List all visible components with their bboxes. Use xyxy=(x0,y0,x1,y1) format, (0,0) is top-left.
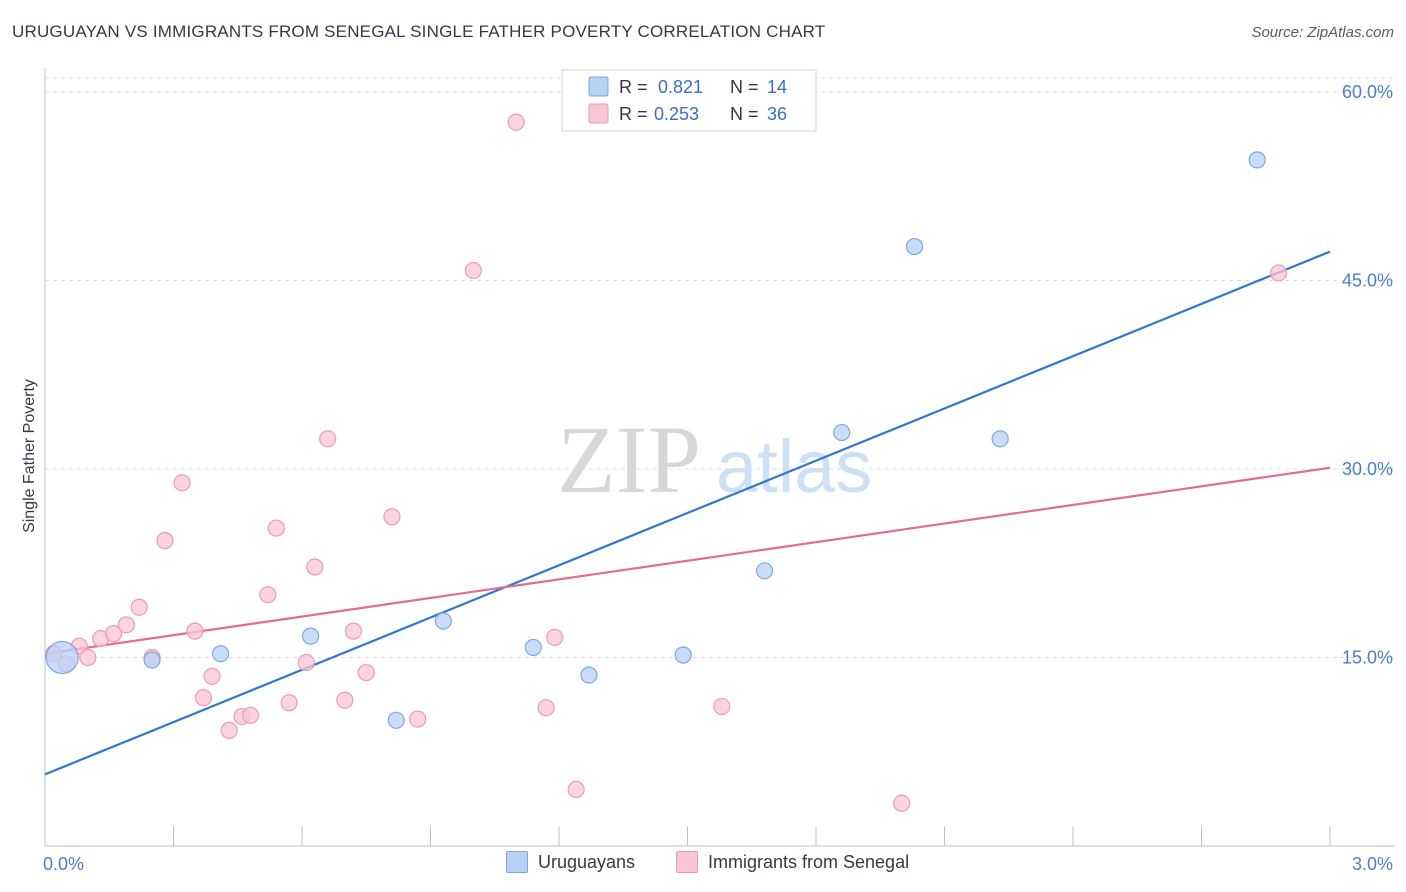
point-uruguayans xyxy=(1248,151,1266,169)
point-uruguayans xyxy=(905,237,924,256)
legend-swatch-uruguayans xyxy=(506,851,528,873)
point-senegal xyxy=(203,667,221,685)
chart-title: URUGUAYAN VS IMMIGRANTS FROM SENEGAL SIN… xyxy=(12,22,826,41)
point-senegal xyxy=(546,628,564,646)
point-senegal xyxy=(173,474,191,492)
point-senegal xyxy=(104,625,123,643)
legend-label-uruguayans: Uruguayans xyxy=(538,851,636,872)
point-senegal xyxy=(713,697,731,716)
point-senegal xyxy=(130,598,148,616)
point-senegal xyxy=(194,689,213,707)
point-senegal xyxy=(117,616,135,634)
tick-labels: 15.0% 30.0% 45.0% 60.0% 0.0% 3.0% xyxy=(43,82,1393,874)
x-tick-label: 0.0% xyxy=(43,854,84,874)
legend-swatch-senegal xyxy=(676,851,698,873)
point-uruguayans xyxy=(143,651,161,669)
point-senegal xyxy=(357,663,375,682)
y-tick-label: 60.0% xyxy=(1342,82,1393,102)
legend-item-senegal[interactable]: Immigrants from Senegal xyxy=(676,851,909,873)
point-uruguayans xyxy=(212,645,230,663)
grid-lines xyxy=(45,77,1395,658)
y-axis-label: Single Father Poverty xyxy=(21,379,38,533)
point-senegal xyxy=(297,653,315,672)
watermark-zip: ZIP xyxy=(557,406,701,513)
stats-n-label-1: N = xyxy=(730,77,759,97)
point-uruguayans xyxy=(387,711,405,729)
stats-swatch-uruguayans xyxy=(588,76,609,97)
point-senegal xyxy=(893,794,911,812)
point-uruguayans xyxy=(524,638,542,657)
stats-swatch-senegal xyxy=(588,103,609,124)
y-tick-label: 45.0% xyxy=(1342,271,1393,291)
point-senegal xyxy=(220,721,238,739)
stats-r-value-2: 0.253 xyxy=(654,104,699,124)
stats-n-value-2: 36 xyxy=(767,104,787,124)
point-senegal xyxy=(156,532,174,550)
point-uruguayans xyxy=(45,640,79,675)
stats-n-label-2: N = xyxy=(730,104,759,124)
y-tick-label: 15.0% xyxy=(1342,648,1393,668)
point-senegal xyxy=(259,586,277,604)
legend-label-senegal: Immigrants from Senegal xyxy=(708,851,910,872)
point-senegal xyxy=(336,691,354,709)
point-senegal xyxy=(344,622,362,640)
point-senegal xyxy=(409,710,427,728)
point-uruguayans xyxy=(301,627,320,645)
point-uruguayans xyxy=(991,430,1009,448)
legend-item-uruguayans[interactable]: Uruguayans xyxy=(506,851,635,873)
point-senegal xyxy=(267,519,285,537)
stats-r-value-1: 0.821 xyxy=(658,77,703,97)
point-senegal xyxy=(507,113,525,131)
point-senegal xyxy=(79,648,97,667)
watermark-atlas: atlas xyxy=(716,425,872,508)
point-senegal xyxy=(1269,264,1288,282)
scatter-points xyxy=(44,113,1288,812)
point-senegal xyxy=(186,622,204,640)
watermark: ZIP atlas xyxy=(557,406,872,513)
point-uruguayans xyxy=(580,666,598,684)
point-uruguayans xyxy=(434,612,452,630)
point-senegal xyxy=(383,508,401,526)
axes xyxy=(44,68,1395,847)
trend-line-uruguayans xyxy=(44,250,1331,776)
stats-n-value-1: 14 xyxy=(767,77,787,97)
point-senegal xyxy=(242,706,260,724)
point-uruguayans xyxy=(755,562,774,580)
stats-r-label-2: R = xyxy=(619,104,648,124)
series-legend: Uruguayans Immigrants from Senegal xyxy=(0,851,1406,879)
point-senegal xyxy=(464,261,482,280)
source-label: Source: ZipAtlas.com xyxy=(1251,24,1394,41)
y-tick-label: 30.0% xyxy=(1342,459,1393,479)
point-senegal xyxy=(319,430,337,448)
point-senegal xyxy=(306,558,324,576)
stats-legend: R = 0.821 N = 14 R = 0.253 N = 36 xyxy=(561,69,817,132)
point-senegal xyxy=(567,780,585,799)
trend-lines xyxy=(44,250,1331,776)
stats-r-label-1: R = xyxy=(619,77,648,97)
point-uruguayans xyxy=(833,423,851,442)
point-senegal xyxy=(537,699,555,717)
x-tick-label: 3.0% xyxy=(1352,854,1393,874)
point-senegal xyxy=(280,694,298,712)
point-uruguayans xyxy=(674,646,692,664)
trend-line-senegal xyxy=(44,466,1331,655)
